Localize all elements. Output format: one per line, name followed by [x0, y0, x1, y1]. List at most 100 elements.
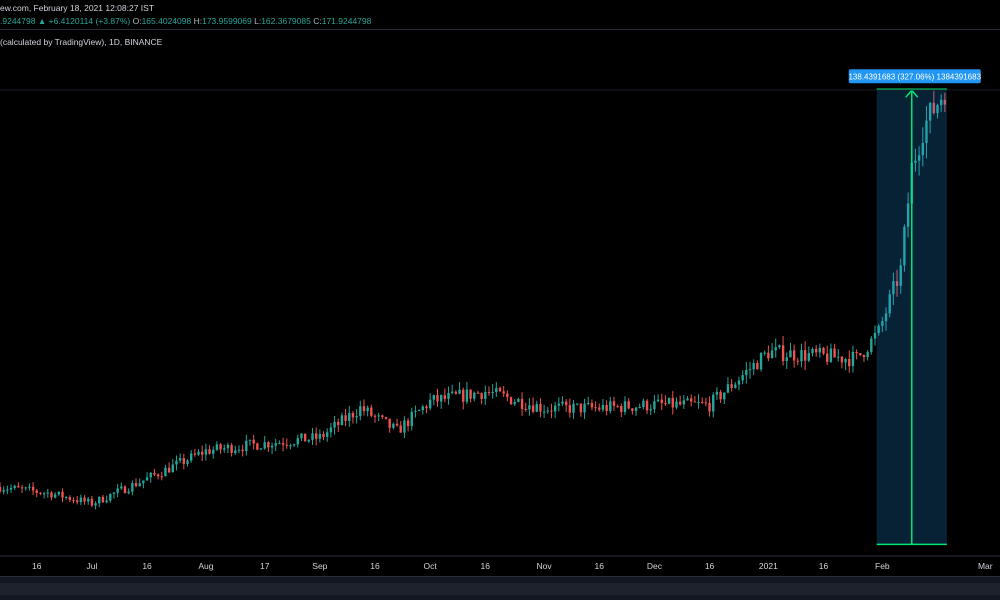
candle-body — [553, 405, 557, 412]
candle — [340, 412, 344, 426]
candle-body — [9, 487, 13, 490]
ohlc-low-value: 162.3679085 — [261, 16, 311, 26]
candle-body — [296, 438, 299, 445]
candle-body — [708, 402, 711, 412]
candle-body — [649, 409, 652, 411]
candle-body — [752, 362, 755, 370]
candle — [612, 396, 616, 411]
candle-body — [473, 392, 476, 399]
candle — [642, 398, 645, 410]
candle — [660, 393, 663, 411]
candle — [87, 496, 90, 505]
candle — [160, 471, 163, 481]
candle-body — [921, 143, 924, 156]
candle-body — [796, 360, 799, 362]
candle — [476, 390, 480, 394]
candle — [708, 396, 711, 417]
candle-body — [465, 389, 469, 402]
candle — [598, 403, 601, 412]
candle-body — [138, 483, 141, 487]
candle-body — [326, 432, 329, 437]
candle-body — [822, 347, 825, 354]
candle — [682, 395, 686, 409]
candle — [186, 459, 189, 467]
candle-body — [866, 352, 869, 357]
candle — [579, 403, 583, 417]
candle — [870, 336, 873, 355]
candle-body — [535, 404, 538, 412]
candle — [112, 492, 116, 499]
time-axis: 16 Jul 16 Aug 17 Sep 16 Oct 16 Nov 16 Dec 16 2021 16 Fe… — [0, 89, 1000, 571]
candle-body — [281, 443, 285, 445]
candle — [465, 381, 469, 404]
candle — [498, 386, 502, 392]
candle — [943, 92, 947, 113]
candle — [223, 444, 226, 453]
candle — [17, 482, 20, 488]
candle-body — [873, 332, 877, 339]
candle-body — [462, 389, 465, 402]
ohlc-high-value: 173.9599069 — [202, 16, 252, 26]
candle-body — [436, 395, 439, 402]
series-info-line: (calculated by TradingView), 1D, BINANCE — [0, 37, 163, 47]
candle — [531, 397, 535, 414]
candle-body — [542, 411, 546, 413]
candle — [123, 485, 127, 494]
candle — [94, 501, 97, 510]
candle-body — [348, 412, 351, 421]
candle — [781, 336, 785, 366]
candle — [553, 401, 557, 419]
candle — [237, 445, 241, 454]
candle — [667, 397, 671, 405]
candle-body — [848, 358, 851, 367]
candle-body — [609, 401, 612, 412]
candle-body — [443, 395, 447, 399]
candle — [278, 440, 281, 445]
candle — [917, 146, 921, 176]
candle — [458, 381, 461, 395]
candle — [627, 398, 630, 410]
candle-body — [17, 485, 20, 488]
candle — [778, 344, 781, 349]
candle — [903, 224, 906, 272]
candle — [414, 405, 417, 418]
candle — [61, 488, 64, 503]
candle — [528, 398, 531, 416]
candle-body — [704, 402, 708, 404]
candle — [859, 353, 862, 357]
candle-body — [564, 401, 568, 406]
candle-body — [0, 486, 2, 492]
header-ohlc-line: .9244798 ▲ +6.4120114 (+3.87%) O:165.402… — [0, 16, 371, 26]
x-tick-label: Sep — [312, 561, 327, 571]
candle — [634, 406, 638, 416]
candle-body — [123, 486, 127, 494]
candle — [175, 455, 178, 471]
x-tick-label: Jul — [86, 561, 97, 571]
candle-body — [131, 483, 134, 492]
candle — [20, 484, 24, 493]
candle — [259, 447, 263, 450]
candle — [101, 494, 105, 503]
candle — [704, 397, 708, 407]
candle-body — [46, 492, 49, 494]
candle-body — [307, 439, 311, 442]
candle — [568, 398, 572, 418]
candle-body — [598, 407, 601, 410]
candle — [631, 408, 634, 415]
candle — [24, 486, 27, 491]
candle — [83, 495, 86, 505]
candle — [539, 398, 542, 418]
candle-body — [892, 281, 895, 295]
candle-body — [675, 401, 678, 408]
price-chart[interactable]: 138.4391683 (327.06%) 1384391683 16 Jul 16… — [0, 30, 1000, 576]
candle — [855, 349, 858, 360]
candle — [495, 382, 498, 397]
candle — [42, 491, 46, 499]
x-tick-label: Nov — [537, 561, 553, 571]
candle-body — [770, 350, 774, 359]
candle — [833, 343, 836, 358]
candle — [0, 482, 2, 494]
ohlc-low-label: L: — [254, 16, 262, 26]
candle-body — [631, 408, 634, 411]
